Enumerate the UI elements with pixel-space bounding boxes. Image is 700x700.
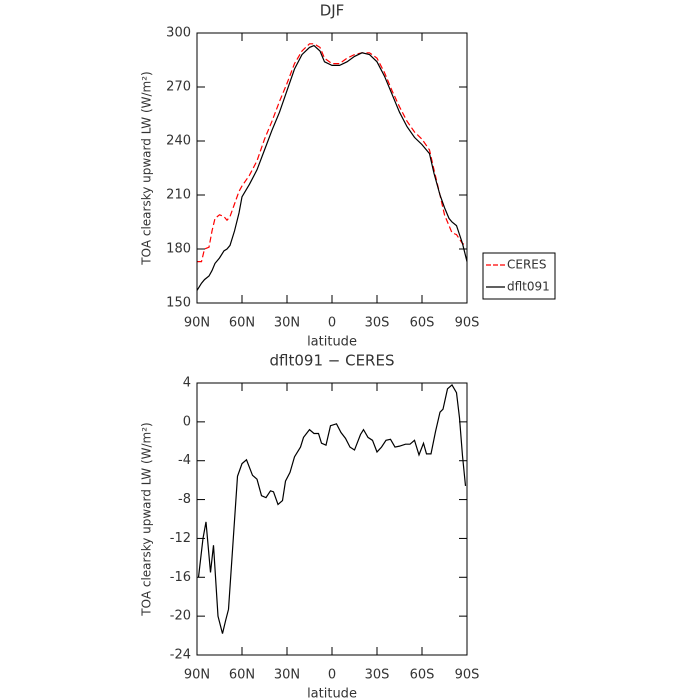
y-tick-label: -20 [170, 609, 191, 624]
y-tick-label: 300 [166, 26, 191, 41]
plot-frame [196, 32, 468, 304]
x-tick-label: 90S [455, 668, 480, 683]
data-line [196, 44, 468, 291]
y-axis-label: TOA clearsky upward LW (W/m²) [140, 422, 154, 616]
x-tick-label: 90N [184, 316, 210, 331]
y-axis-label: TOA clearsky upward LW (W/m²) [140, 71, 154, 265]
x-tick-label: 0 [328, 316, 336, 331]
data-line [197, 43, 468, 263]
legend-label: dflt091 [507, 280, 550, 294]
y-tick-label: -8 [178, 492, 191, 507]
y-tick-label: 270 [166, 80, 191, 95]
x-tick-label: 30N [274, 668, 300, 683]
x-tick-label: 60N [229, 316, 255, 331]
x-tick-label: 90S [455, 316, 480, 331]
x-tick-label: 30N [274, 316, 300, 331]
chart-title: dflt091 − CERES [270, 352, 395, 370]
x-tick-label: 60S [410, 668, 435, 683]
y-tick-label: 150 [166, 296, 191, 311]
x-tick-label: 30S [365, 316, 390, 331]
x-axis-label: latitude [307, 335, 357, 350]
x-tick-label: 90N [184, 668, 210, 683]
y-tick-label: 210 [166, 188, 191, 203]
y-tick-label: -4 [178, 453, 191, 468]
y-tick-label: 4 [183, 376, 191, 391]
y-tick-label: 0 [183, 414, 191, 429]
x-tick-label: 60N [229, 668, 255, 683]
x-tick-label: 0 [328, 668, 336, 683]
x-axis-label: latitude [307, 687, 357, 700]
chart-title: DJF [320, 2, 345, 20]
y-tick-label: -24 [170, 648, 191, 663]
y-tick-label: -12 [170, 531, 191, 546]
legend-box [482, 252, 556, 300]
y-tick-label: 240 [166, 134, 191, 149]
y-tick-label: 180 [166, 242, 191, 257]
x-tick-label: 60S [410, 316, 435, 331]
legend-label: CERES [507, 258, 547, 272]
plot-frame [196, 382, 468, 656]
x-tick-label: 30S [365, 668, 390, 683]
y-tick-label: -16 [170, 570, 191, 585]
data-line [197, 384, 467, 634]
